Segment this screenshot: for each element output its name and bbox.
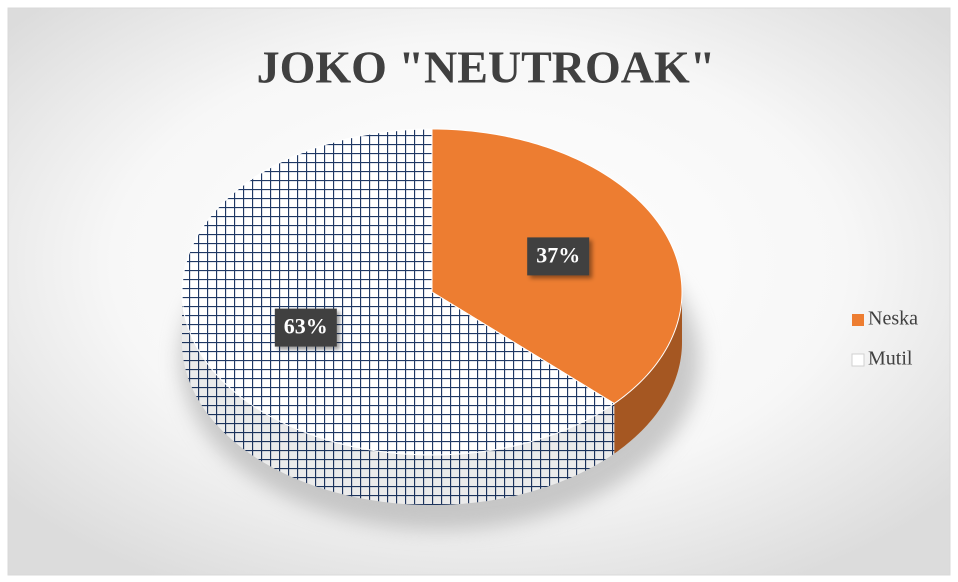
legend-label: Neska — [868, 308, 918, 330]
legend-swatch — [852, 314, 864, 326]
legend: Neska Mutil — [851, 308, 918, 370]
legend-swatch — [851, 353, 865, 367]
data-label-box — [527, 237, 590, 276]
legend-label: Mutil — [868, 348, 913, 370]
data-label-box — [274, 308, 337, 347]
data-label: 63% — [284, 314, 328, 339]
data-label: 37% — [536, 242, 580, 267]
pie-slice — [181, 128, 616, 456]
pie-side — [614, 292, 682, 454]
chart-title: JOKO "NEUTROAK" — [257, 42, 716, 93]
pie-side-shade — [614, 292, 682, 454]
pie-tops — [181, 128, 683, 456]
data-labels: 37% 63% — [274, 237, 590, 347]
pie-side — [182, 292, 615, 505]
pie-side-shade — [182, 292, 615, 505]
pie-sides — [182, 292, 682, 505]
